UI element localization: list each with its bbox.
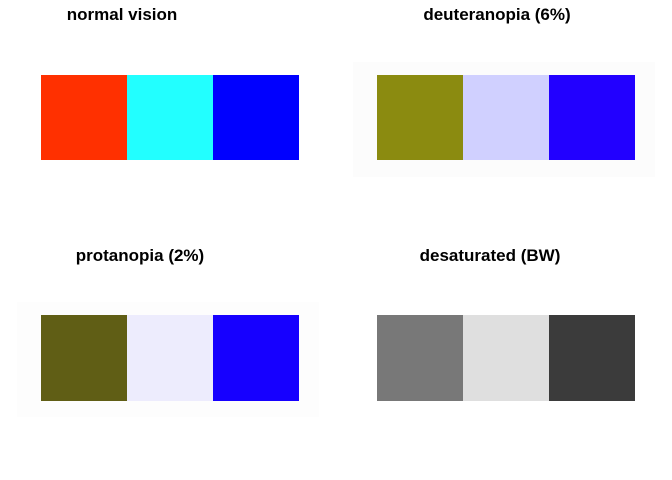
panel-title: deuteranopia (6%): [423, 5, 571, 24]
color-swatch-1: [41, 75, 127, 160]
color-swatch-3: [213, 315, 299, 401]
color-swatch-3: [549, 75, 635, 160]
color-swatch-2: [127, 315, 213, 401]
color-swatch-2: [463, 75, 549, 160]
color-swatch-1: [41, 315, 127, 401]
panel-title: normal vision: [66, 5, 178, 24]
panel-title: protanopia (2%): [75, 246, 205, 265]
color-swatch-1: [377, 75, 463, 160]
color-swatch-1: [377, 315, 463, 401]
color-swatch-2: [127, 75, 213, 160]
color-swatch-2: [463, 315, 549, 401]
color-swatch-3: [549, 315, 635, 401]
color-swatch-3: [213, 75, 299, 160]
panel-title: desaturated (BW): [419, 246, 561, 265]
